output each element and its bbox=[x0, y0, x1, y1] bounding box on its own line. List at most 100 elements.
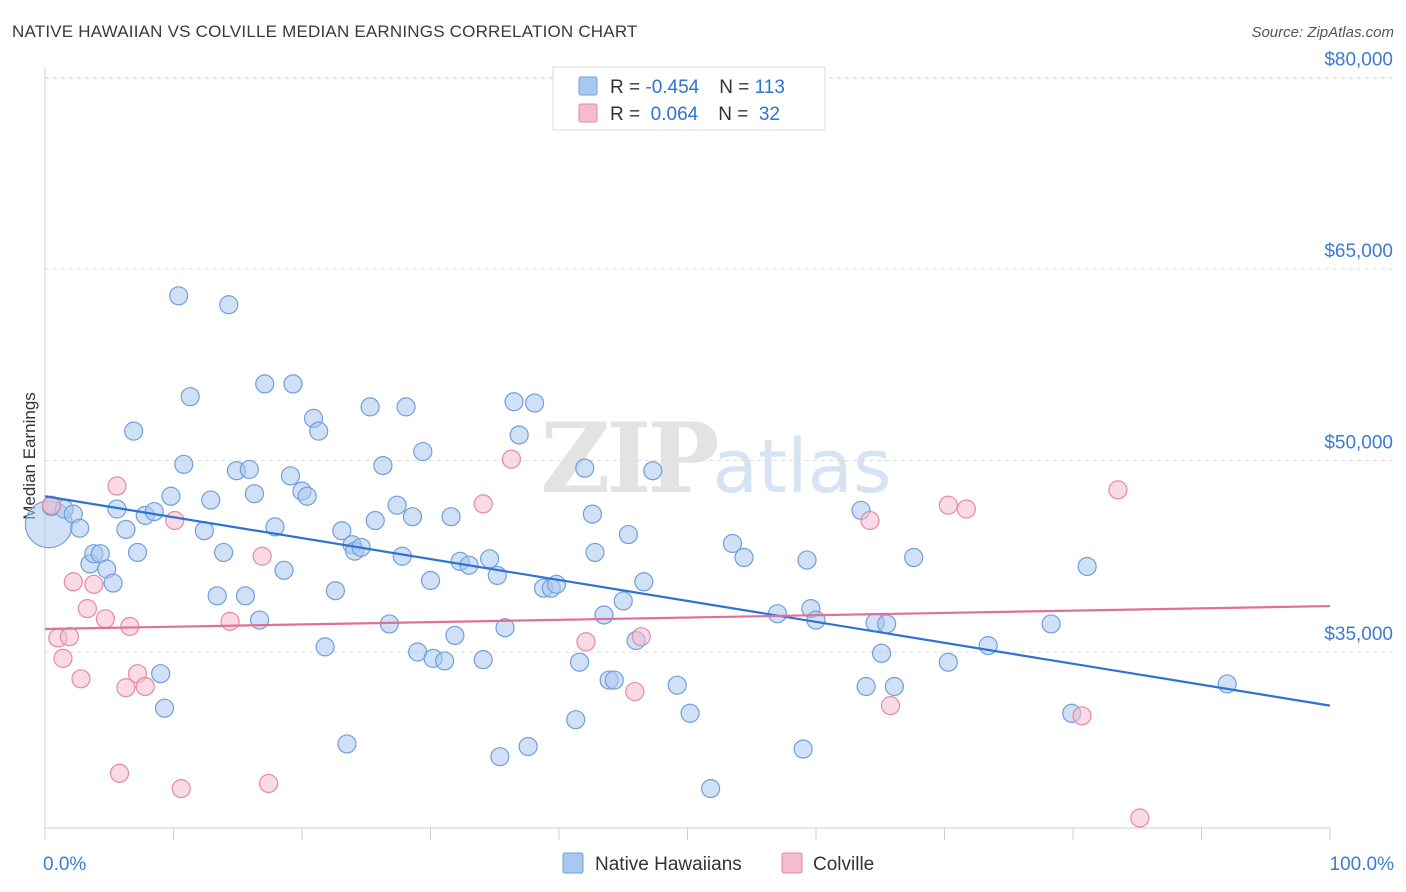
native-hawaiians-point bbox=[1041, 614, 1061, 634]
colville-point bbox=[938, 495, 958, 515]
legend-r-label-2: R = bbox=[610, 104, 645, 125]
native-hawaiians-point bbox=[265, 517, 285, 537]
colville-point bbox=[107, 476, 127, 496]
colville-point bbox=[880, 696, 901, 716]
native-hawaiians-point bbox=[402, 507, 423, 527]
native-hawaiians-point bbox=[722, 533, 743, 554]
y-tick-label: $35,000 bbox=[1324, 624, 1393, 645]
native-hawaiians-point bbox=[127, 542, 148, 563]
colville-point bbox=[625, 681, 645, 702]
native-hawaiians-point bbox=[214, 542, 234, 563]
colville-point bbox=[53, 648, 73, 668]
native-hawaiians-point bbox=[309, 421, 329, 441]
colville-point bbox=[576, 632, 596, 652]
native-hawaiians-point bbox=[169, 286, 189, 306]
native-hawaiians-point bbox=[524, 393, 545, 413]
colville-point bbox=[71, 669, 91, 689]
native-hawaiians-point bbox=[70, 518, 90, 538]
legend-swatch-colville bbox=[578, 103, 598, 123]
colville-point bbox=[220, 611, 240, 631]
colville-point bbox=[171, 779, 191, 799]
native-hawaiians-point bbox=[643, 461, 663, 481]
native-hawaiians-point bbox=[387, 495, 407, 515]
native-hawaiians-trend-line bbox=[44, 495, 1331, 707]
native-hawaiians-point bbox=[490, 747, 510, 767]
bottom-legend-swatch-colville bbox=[781, 852, 803, 874]
native-hawaiians-point bbox=[360, 397, 380, 417]
chart-source: Source: ZipAtlas.com bbox=[1251, 24, 1394, 41]
native-hawaiians-point bbox=[144, 501, 164, 522]
native-hawaiians-point bbox=[219, 295, 239, 315]
native-hawaiians-point bbox=[793, 739, 813, 759]
native-hawaiians-point bbox=[604, 670, 624, 690]
watermark-atlas: atlas bbox=[713, 424, 892, 510]
legend-swatch-native-hawaiians bbox=[578, 76, 598, 96]
x-tick-label-max: 100.0% bbox=[1330, 854, 1395, 875]
native-hawaiians-point bbox=[174, 454, 194, 474]
correlation-legend-box bbox=[552, 66, 826, 131]
colville-point bbox=[1108, 480, 1128, 500]
bottom-legend-label-native-hawaiians: Native Hawaiians bbox=[595, 854, 742, 875]
native-hawaiians-point bbox=[680, 703, 700, 723]
native-hawaiians-point bbox=[103, 573, 123, 593]
native-hawaiians-point bbox=[884, 676, 904, 697]
grid-lines bbox=[45, 77, 1392, 653]
native-hawaiians-point bbox=[274, 560, 294, 580]
colville-point bbox=[860, 510, 880, 531]
x-tick-label-min: 0.0% bbox=[43, 854, 86, 875]
y-tick-labels: $35,000 $50,000 $65,000 $80,000 bbox=[1324, 50, 1393, 646]
native-hawaiians-point bbox=[420, 570, 441, 591]
series-colville-points bbox=[41, 449, 1150, 828]
native-hawaiians-point bbox=[255, 374, 275, 394]
colville-point bbox=[1130, 808, 1150, 828]
colville-point bbox=[956, 499, 976, 519]
native-hawaiians-point bbox=[634, 572, 654, 592]
native-hawaiians-point bbox=[194, 521, 214, 541]
x-ticks bbox=[44, 828, 1331, 840]
legend-row-1: R = -0.454 N = 113 bbox=[610, 77, 785, 98]
legend-row-2: R = 0.064 N = 32 bbox=[610, 104, 780, 125]
native-hawaiians-point bbox=[373, 456, 393, 476]
native-hawaiians-point bbox=[856, 676, 876, 697]
native-hawaiians-point bbox=[495, 618, 515, 638]
native-hawaiians-point bbox=[413, 441, 433, 462]
bottom-legend-swatch-native-hawaiians bbox=[562, 852, 584, 874]
native-hawaiians-point bbox=[151, 664, 171, 684]
native-hawaiians-point bbox=[435, 651, 455, 671]
native-hawaiians-point bbox=[582, 504, 603, 524]
native-hawaiians-point bbox=[585, 542, 605, 563]
native-hawaiians-point bbox=[337, 734, 357, 754]
legend-n-label-1: N = bbox=[719, 77, 754, 98]
native-hawaiians-point bbox=[509, 425, 529, 445]
native-hawaiians-point bbox=[473, 650, 493, 670]
colville-point bbox=[501, 449, 522, 469]
native-hawaiians-point bbox=[124, 421, 144, 441]
colville-point bbox=[59, 627, 80, 647]
native-hawaiians-point bbox=[116, 519, 136, 540]
native-hawaiians-point bbox=[575, 458, 595, 478]
native-hawaiians-point bbox=[283, 374, 303, 394]
bottom-legend-label-colville: Colville bbox=[813, 854, 874, 875]
native-hawaiians-point bbox=[207, 586, 227, 606]
colville-point bbox=[109, 763, 130, 783]
colville-point bbox=[95, 609, 115, 629]
series-native-hawaiians-points bbox=[24, 286, 1237, 799]
native-hawaiians-point bbox=[904, 547, 924, 568]
correlation-legend: R = -0.454 N = 113 R = 0.064 N = 32 bbox=[552, 66, 826, 131]
native-hawaiians-point bbox=[566, 710, 586, 730]
native-hawaiians-point bbox=[396, 397, 416, 417]
colville-point bbox=[116, 678, 136, 698]
native-hawaiians-point bbox=[445, 625, 465, 646]
native-hawaiians-point bbox=[161, 486, 181, 506]
native-hawaiians-point bbox=[325, 581, 346, 601]
legend-n-value-2: 32 bbox=[754, 104, 780, 125]
colville-point bbox=[252, 546, 272, 566]
native-hawaiians-point bbox=[594, 605, 614, 625]
y-axis-title: Median Earnings bbox=[20, 392, 39, 520]
native-hawaiians-point bbox=[239, 459, 259, 480]
native-hawaiians-point bbox=[244, 484, 265, 504]
legend-r-value-2: 0.064 bbox=[645, 104, 698, 125]
native-hawaiians-point bbox=[569, 652, 590, 672]
native-hawaiians-point bbox=[297, 486, 317, 506]
chart-title: NATIVE HAWAIIAN VS COLVILLE MEDIAN EARNI… bbox=[12, 22, 638, 41]
